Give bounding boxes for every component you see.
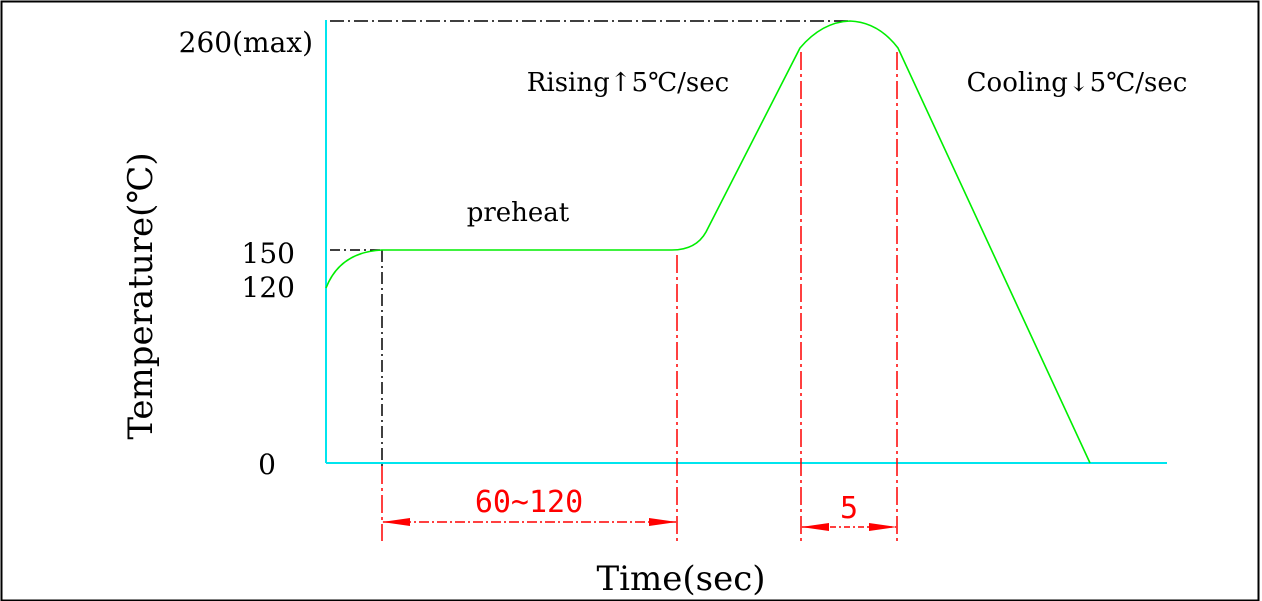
temperature-profile-curve [325, 20, 1091, 464]
peak-duration-label: 5 [840, 491, 858, 526]
rising-rate-label: Rising↑5℃/sec [527, 68, 729, 98]
x-axis-title: Time(sec) [596, 559, 765, 599]
y-tick-150: 150 [242, 237, 295, 270]
y-tick-260: 260(max) [179, 26, 313, 59]
y-axis-title: Temperature(℃) [121, 152, 161, 439]
preheat-label: preheat [467, 198, 570, 228]
y-tick-0: 0 [258, 448, 276, 481]
preheat-duration-label: 60~120 [475, 485, 583, 520]
cooling-rate-label: Cooling↓5℃/sec [967, 68, 1188, 98]
y-tick-120: 120 [242, 271, 295, 304]
